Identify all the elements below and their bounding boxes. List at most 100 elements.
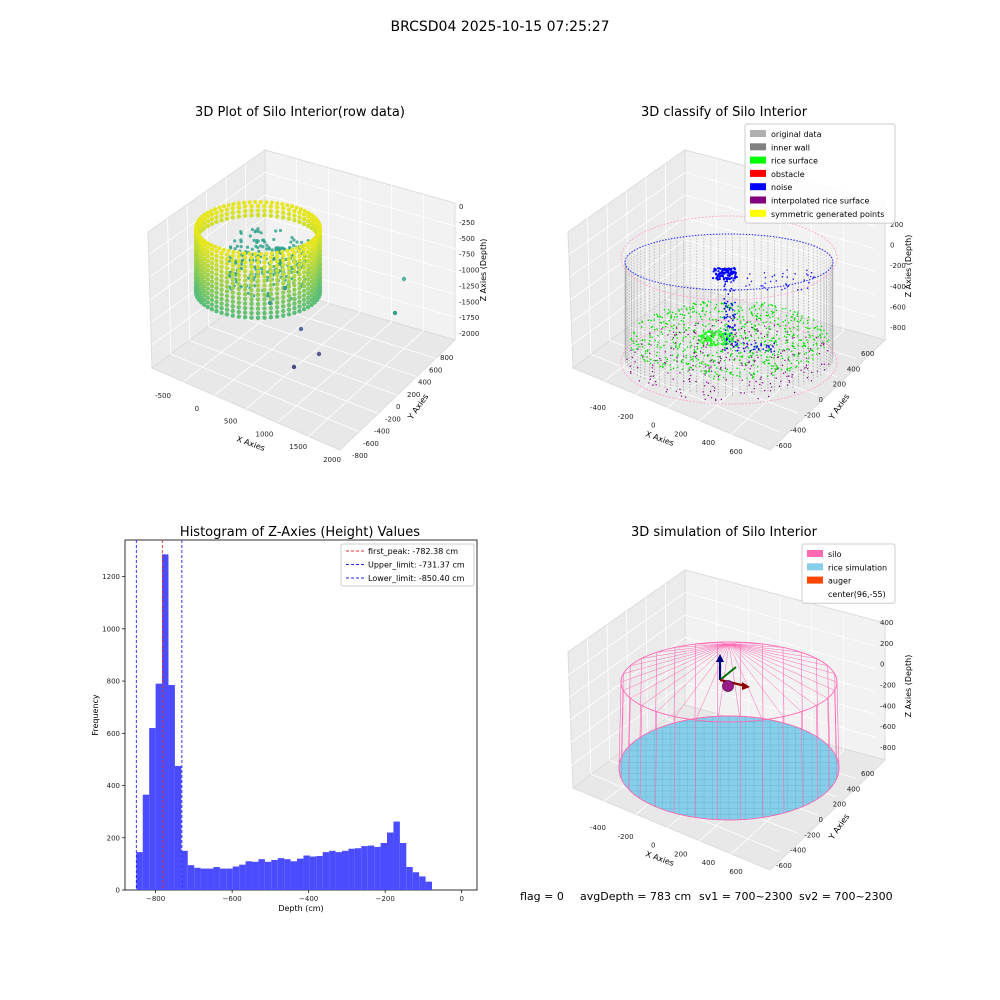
- interpolated-point: [715, 399, 717, 402]
- rice-surface-point: [687, 370, 689, 372]
- silo-wall-line: [628, 665, 631, 747]
- rice-surface-point: [691, 358, 694, 360]
- rice-surface-point: [817, 335, 820, 338]
- raw-point: [224, 302, 230, 308]
- histogram-bar: [399, 842, 407, 890]
- raw-point: [246, 291, 250, 295]
- raw-point: [247, 251, 252, 256]
- rice-surface-point: [766, 336, 769, 338]
- noise-point: [782, 272, 784, 275]
- noise-point: [765, 344, 768, 347]
- interpolated-point: [750, 334, 752, 336]
- raw-point: [297, 267, 302, 272]
- noise-point: [732, 345, 735, 348]
- z-tick-label: -1000: [459, 267, 479, 275]
- rice-surface-point: [743, 331, 746, 333]
- noise-point: [773, 274, 776, 277]
- rice-surface-point: [715, 320, 718, 323]
- raw-point: [230, 215, 235, 220]
- interpolated-point: [730, 317, 732, 320]
- interpolated-point: [746, 321, 748, 324]
- rice-surface-point: [716, 339, 719, 342]
- rice-surface-point: [779, 325, 781, 328]
- interpolated-point: [675, 327, 678, 329]
- raw-point: [281, 281, 286, 286]
- interpolated-point: [769, 390, 772, 392]
- symmetric-ring: [620, 319, 838, 405]
- raw-point: [255, 255, 261, 261]
- rice-surface-point: [716, 351, 718, 354]
- rice-surface-point: [700, 338, 703, 341]
- noise-point: [724, 305, 727, 307]
- raw-point: [194, 282, 199, 287]
- rice-surface-point: [810, 349, 812, 351]
- raw-point: [209, 251, 215, 257]
- noise-point: [735, 275, 738, 279]
- silo-roof-line: [728, 643, 828, 666]
- classify-3d-point-cloud: [626, 266, 830, 402]
- rice-surface-point: [803, 343, 806, 345]
- raw-point: [305, 300, 311, 305]
- rice-surface-point: [675, 346, 677, 349]
- raw-point: [269, 200, 274, 205]
- rice-surface-point: [703, 339, 706, 342]
- legend-entry: Lower_limit: -850.40 cm: [368, 574, 465, 583]
- raw-point: [236, 309, 242, 315]
- rice-surface-point: [771, 371, 773, 374]
- rice-surface-point: [712, 318, 714, 321]
- rice-surface-point: [735, 335, 738, 338]
- rice-surface-point: [664, 356, 667, 359]
- histogram-bar: [213, 867, 220, 890]
- raw-point: [209, 260, 215, 266]
- raw-point: [274, 246, 278, 251]
- rice-surface-point: [769, 343, 771, 346]
- silo-wall-line: [834, 673, 837, 758]
- rice-surface-point: [690, 358, 692, 361]
- rice-surface-point: [761, 337, 764, 340]
- x-tick-label: 400: [702, 439, 715, 447]
- silo-roof-line: [728, 643, 763, 721]
- noise-point: [732, 271, 735, 274]
- interpolated-point: [769, 382, 772, 385]
- rice-surface-point: [680, 360, 683, 362]
- rice-surface-point: [768, 359, 770, 361]
- footer-flag: flag = 0: [520, 890, 564, 903]
- center-marker: [722, 680, 734, 692]
- interpolated-point: [748, 331, 751, 333]
- interpolated-point: [744, 336, 747, 339]
- rice-surface-point: [664, 363, 667, 366]
- rice-surface-point: [769, 339, 771, 342]
- rice-surface-point: [712, 341, 715, 344]
- raw-point: [250, 227, 254, 232]
- rice-surface-point: [725, 323, 728, 326]
- histogram-bars: [136, 554, 433, 890]
- silo-roof-line: [656, 643, 730, 712]
- raw-point: [309, 302, 314, 307]
- interpolated-point: [776, 330, 778, 333]
- noise-point: [717, 270, 720, 273]
- raw-point: [286, 211, 292, 217]
- rice-surface-point: [689, 341, 692, 343]
- interpolated-point: [786, 384, 789, 386]
- raw-point: [297, 249, 302, 254]
- interpolated-point: [760, 376, 762, 378]
- noise-point: [727, 267, 730, 270]
- rice-surface-point: [742, 318, 745, 321]
- rice-surface-point: [819, 334, 821, 336]
- raw-point: [278, 247, 282, 251]
- interpolated-point: [780, 352, 782, 355]
- noise-point: [723, 267, 726, 270]
- raw-point: [202, 226, 207, 231]
- interpolated-point: [788, 349, 790, 351]
- rice-surface-point: [806, 322, 809, 325]
- raw-point: [194, 263, 199, 269]
- rice-surface-point: [769, 328, 772, 331]
- histogram-bar: [309, 856, 317, 890]
- rice-surface-point: [694, 351, 696, 353]
- raw-point: [297, 215, 302, 220]
- rice-surface-point: [670, 314, 673, 317]
- noise-point: [730, 302, 733, 305]
- noise-point: [712, 270, 715, 273]
